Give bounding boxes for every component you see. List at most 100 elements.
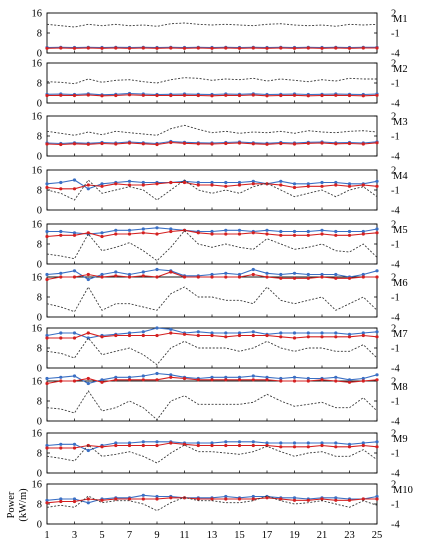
series-point-blue <box>100 272 104 277</box>
series-point-red <box>72 93 77 98</box>
series-point-red <box>169 140 173 145</box>
panel-label: M9 <box>393 434 408 445</box>
x-tick-label: 13 <box>207 530 218 541</box>
x-tick-label: 15 <box>234 530 245 541</box>
series-point-red <box>361 94 365 98</box>
panel-m8: 16 8 0 2 -1 -4 M8 <box>32 371 408 428</box>
series-point-blue <box>320 272 324 277</box>
panel-label: M6 <box>393 278 408 289</box>
left-tick-label: 8 <box>37 240 42 251</box>
series-point-red <box>279 497 283 501</box>
series-point-red <box>237 46 242 50</box>
series-point-blue <box>237 228 242 232</box>
series-point-blue <box>334 375 338 379</box>
series-point-blue <box>155 326 159 330</box>
series-point-blue <box>237 440 242 444</box>
series-point-red <box>251 333 255 338</box>
series-point-red <box>127 46 132 50</box>
series-point-red <box>100 275 104 279</box>
series-point-blue <box>224 440 228 444</box>
panel-m7: 16 8 0 2 -1 -4 M7 <box>32 324 408 375</box>
series-point-red <box>361 232 365 236</box>
series-point-red <box>292 46 297 50</box>
series-point-red <box>141 333 145 338</box>
x-tick-label: 21 <box>317 530 328 541</box>
series-point-blue <box>306 441 310 445</box>
series-point-blue <box>45 272 49 277</box>
series-point-red <box>182 180 187 185</box>
series-point-red <box>375 378 379 382</box>
series-point-red <box>334 46 338 50</box>
series-point-red <box>100 184 104 188</box>
series-point-blue <box>59 229 63 234</box>
series-point-blue <box>237 375 242 379</box>
series-point-red <box>72 233 77 237</box>
panel-label: M10 <box>393 485 413 496</box>
series-point-red <box>72 336 77 340</box>
series-point-red <box>210 497 214 501</box>
left-tick-label: 0 <box>37 260 42 271</box>
series-point-blue <box>196 330 200 334</box>
series-point-blue <box>279 179 283 183</box>
series-point-red <box>265 378 269 382</box>
series-point-red <box>237 183 242 187</box>
right-tick-label: -1 <box>391 132 400 143</box>
series-point-blue <box>155 267 159 272</box>
series-point-blue <box>292 271 297 275</box>
series-point-blue <box>141 227 145 231</box>
right-tick-label: 2 <box>391 324 396 335</box>
series-point-red <box>334 183 338 187</box>
series-point-red <box>155 93 159 98</box>
right-tick-label: -1 <box>391 449 400 460</box>
series-point-blue <box>224 271 228 275</box>
series-point-red <box>72 499 77 504</box>
series-point-red <box>72 46 77 50</box>
panel-m9: 16 8 0 2 -1 -4 M9 <box>32 429 408 480</box>
series-point-blue <box>347 182 352 186</box>
series-point-red <box>251 443 255 448</box>
series-point-blue <box>86 448 90 453</box>
series-point-red <box>265 182 269 186</box>
series-point-red <box>182 376 187 381</box>
left-tick-label: 8 <box>37 344 42 355</box>
right-tick-label: -4 <box>391 206 400 217</box>
series-point-blue <box>292 182 297 186</box>
series-point-blue <box>100 378 104 382</box>
series-point-red <box>279 445 283 449</box>
series-point-blue <box>155 494 159 499</box>
panel-m5: 16 8 0 2 -1 -4 M5 <box>32 220 408 271</box>
series-point-red <box>210 46 214 50</box>
right-tick-label: -1 <box>391 397 400 408</box>
series-point-blue <box>251 374 255 378</box>
series-point-red <box>320 443 324 448</box>
series-point-red <box>306 184 310 188</box>
panel-label: M8 <box>393 382 408 393</box>
series-point-red <box>100 445 104 449</box>
series-point-red <box>306 498 310 502</box>
series-point-blue <box>127 375 132 379</box>
series-point-red <box>347 46 352 50</box>
series-point-red <box>59 446 63 450</box>
series-point-blue <box>347 442 352 446</box>
series-point-blue <box>375 227 379 231</box>
series-point-blue <box>251 440 255 444</box>
series-point-red <box>251 378 255 382</box>
series-point-red <box>100 498 104 502</box>
series-point-red <box>86 183 90 187</box>
series-point-red <box>127 183 132 187</box>
series-point-red <box>347 276 352 280</box>
series-point-red <box>279 335 283 339</box>
series-point-blue <box>334 229 338 234</box>
series-point-red <box>306 276 310 280</box>
series-point-blue <box>210 375 214 379</box>
left-tick-label: 8 <box>37 293 42 304</box>
series-point-blue <box>292 441 297 445</box>
series-point-red <box>251 182 255 186</box>
series-line-dotted <box>46 390 378 421</box>
series-point-blue <box>320 228 324 232</box>
series-point-red <box>361 497 365 501</box>
series-point-blue <box>306 376 310 381</box>
left-tick-label: 8 <box>37 132 42 143</box>
right-tick-label: 2 <box>391 59 396 70</box>
left-tick-label: 8 <box>37 29 42 40</box>
